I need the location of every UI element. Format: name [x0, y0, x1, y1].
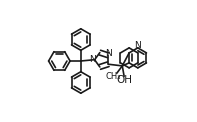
Text: OH: OH [117, 75, 133, 85]
Text: N: N [134, 41, 141, 50]
Text: CH₃: CH₃ [106, 72, 122, 81]
Text: N: N [89, 55, 96, 64]
Text: N: N [105, 49, 112, 58]
